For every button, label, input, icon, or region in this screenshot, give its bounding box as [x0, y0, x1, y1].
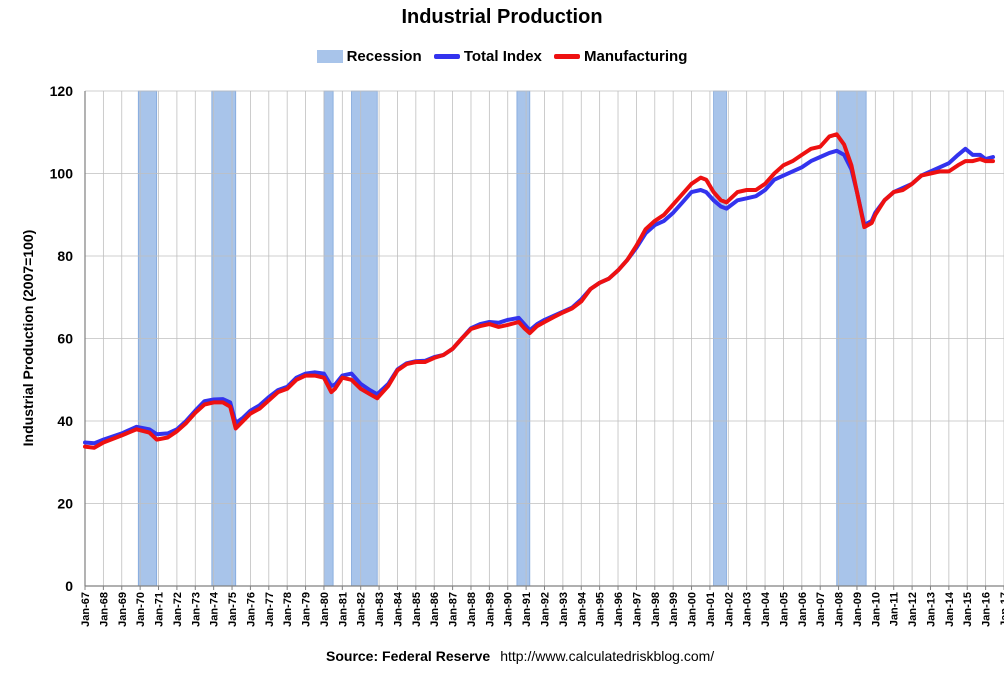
x-tick-label: Jan-85 [411, 592, 423, 627]
x-tick-label: Jan-16 [981, 592, 993, 627]
x-tick-label: Jan-86 [429, 592, 441, 627]
source-label: Source: Federal Reserve [326, 648, 491, 664]
x-tick-label: Jan-74 [209, 591, 221, 627]
x-tick-label: Jan-67 [80, 592, 92, 627]
x-tick-label: Jan-84 [392, 591, 404, 627]
x-tick-label: Jan-73 [190, 592, 202, 627]
x-tick-label: Jan-75 [227, 592, 239, 627]
x-tick-label: Jan-78 [282, 592, 294, 627]
x-tick-label: Jan-71 [154, 592, 166, 627]
x-tick-label: Jan-09 [852, 592, 864, 627]
x-tick-label: Jan-13 [925, 592, 937, 627]
x-tick-label: Jan-80 [319, 592, 331, 627]
legend-item-recession: Recession [316, 47, 422, 65]
x-tick-label: Jan-68 [98, 592, 110, 627]
x-tick-label: Jan-77 [264, 592, 276, 627]
x-tick-label: Jan-15 [962, 592, 974, 627]
x-tick-label: Jan-95 [595, 592, 607, 627]
x-tick-label: Jan-70 [135, 592, 147, 627]
x-tick-label: Jan-08 [834, 592, 846, 627]
x-tick-label: Jan-00 [687, 592, 699, 627]
x-tick-label: Jan-93 [558, 592, 570, 627]
x-tick-label: Jan-02 [723, 592, 735, 627]
x-tick-label: Jan-97 [631, 592, 643, 627]
y-tick-label: 20 [57, 496, 73, 512]
x-tick-label: Jan-91 [521, 592, 533, 627]
legend-line-total-index [433, 54, 460, 60]
x-tick-label: Jan-88 [466, 592, 478, 627]
chart-title: Industrial Production [401, 6, 603, 28]
x-tick-label: Jan-14 [944, 591, 956, 627]
y-tick-label: 100 [50, 166, 74, 182]
x-tick-label: Jan-10 [870, 592, 882, 627]
legend-label-recession: Recession [346, 47, 422, 65]
source-url: http://www.calculatedriskblog.com/ [500, 648, 715, 664]
x-tick-label: Jan-06 [797, 592, 809, 627]
x-tick-label: Jan-94 [576, 591, 588, 627]
x-tick-label: Jan-81 [337, 592, 349, 627]
x-tick-label: Jan-79 [301, 592, 313, 627]
x-tick-label: Jan-89 [484, 592, 496, 627]
x-tick-label: Jan-69 [117, 592, 129, 627]
x-tick-label: Jan-04 [760, 591, 772, 627]
x-tick-label: Jan-12 [907, 592, 919, 627]
legend-label-total-index: Total Index [463, 47, 542, 65]
x-tick-label: Jan-87 [448, 592, 460, 627]
y-tick-label: 120 [50, 83, 74, 99]
y-tick-label: 60 [57, 331, 73, 347]
y-tick-label: 40 [57, 413, 73, 429]
x-tick-label: Jan-11 [889, 592, 901, 626]
series-line-manufacturing [83, 132, 995, 450]
x-tick-label: Jan-96 [613, 592, 625, 627]
x-tick-label: Jan-17 [999, 592, 1004, 627]
legend: Recession Total Index Manufacturing [0, 47, 1004, 65]
x-tick-label: Jan-07 [815, 592, 827, 627]
legend-item-total-index: Total Index [433, 47, 542, 65]
legend-label-manufacturing: Manufacturing [584, 47, 688, 65]
x-tick-label: Jan-72 [172, 592, 184, 627]
source-line: Source: Federal Reserve http://www.calcul… [326, 648, 714, 664]
x-tick-label: Jan-03 [742, 592, 754, 627]
x-tick-label: Jan-92 [540, 592, 552, 627]
x-tick-label: Jan-83 [374, 592, 386, 627]
x-tick-label: Jan-90 [503, 592, 515, 627]
x-tick-label: Jan-05 [778, 592, 790, 627]
x-tick-label: Jan-98 [650, 592, 662, 627]
y-tick-label: 0 [65, 578, 73, 594]
x-tick-label: Jan-01 [705, 592, 717, 627]
legend-line-manufacturing [554, 54, 581, 60]
x-tick-label: Jan-76 [245, 592, 257, 627]
legend-swatch-recession [316, 50, 343, 64]
x-tick-label: Jan-99 [668, 592, 680, 627]
y-tick-label: 80 [57, 248, 73, 264]
x-tick-label: Jan-82 [356, 592, 368, 627]
legend-item-manufacturing: Manufacturing [554, 48, 687, 65]
